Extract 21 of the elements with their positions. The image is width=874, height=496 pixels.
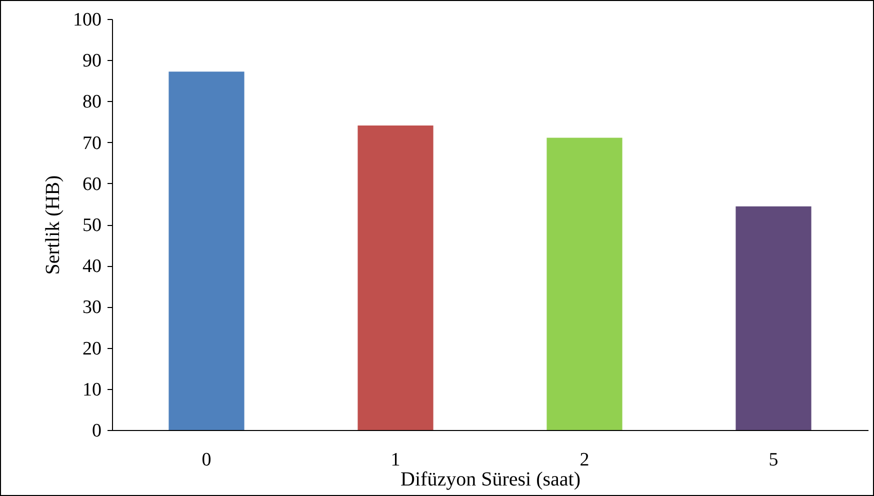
y-tick-label: 40 — [82, 256, 102, 278]
bar — [736, 206, 812, 430]
y-tick-label: 10 — [82, 379, 102, 400]
y-tick-label: 100 — [73, 10, 102, 30]
y-tick-label: 70 — [82, 132, 102, 154]
x-tick-label: 0 — [202, 450, 212, 470]
bar — [168, 72, 244, 430]
y-axis-title: Sertlik (HB) — [42, 175, 64, 275]
bar — [546, 138, 622, 430]
bar — [358, 125, 434, 430]
x-tick-label: 1 — [390, 450, 400, 470]
x-tick-label: 2 — [580, 450, 590, 470]
y-tick-label: 50 — [82, 215, 102, 236]
y-tick-label: 0 — [92, 420, 102, 442]
y-tick-label: 20 — [82, 338, 102, 360]
y-tick-label: 90 — [82, 50, 102, 72]
x-tick-label: 5 — [768, 450, 778, 470]
y-tick-label: 80 — [82, 92, 102, 113]
y-tick-label: 30 — [82, 297, 102, 318]
x-axis-title: Difüzyon Süresi (saat) — [400, 468, 580, 490]
y-tick-label: 60 — [82, 174, 102, 195]
